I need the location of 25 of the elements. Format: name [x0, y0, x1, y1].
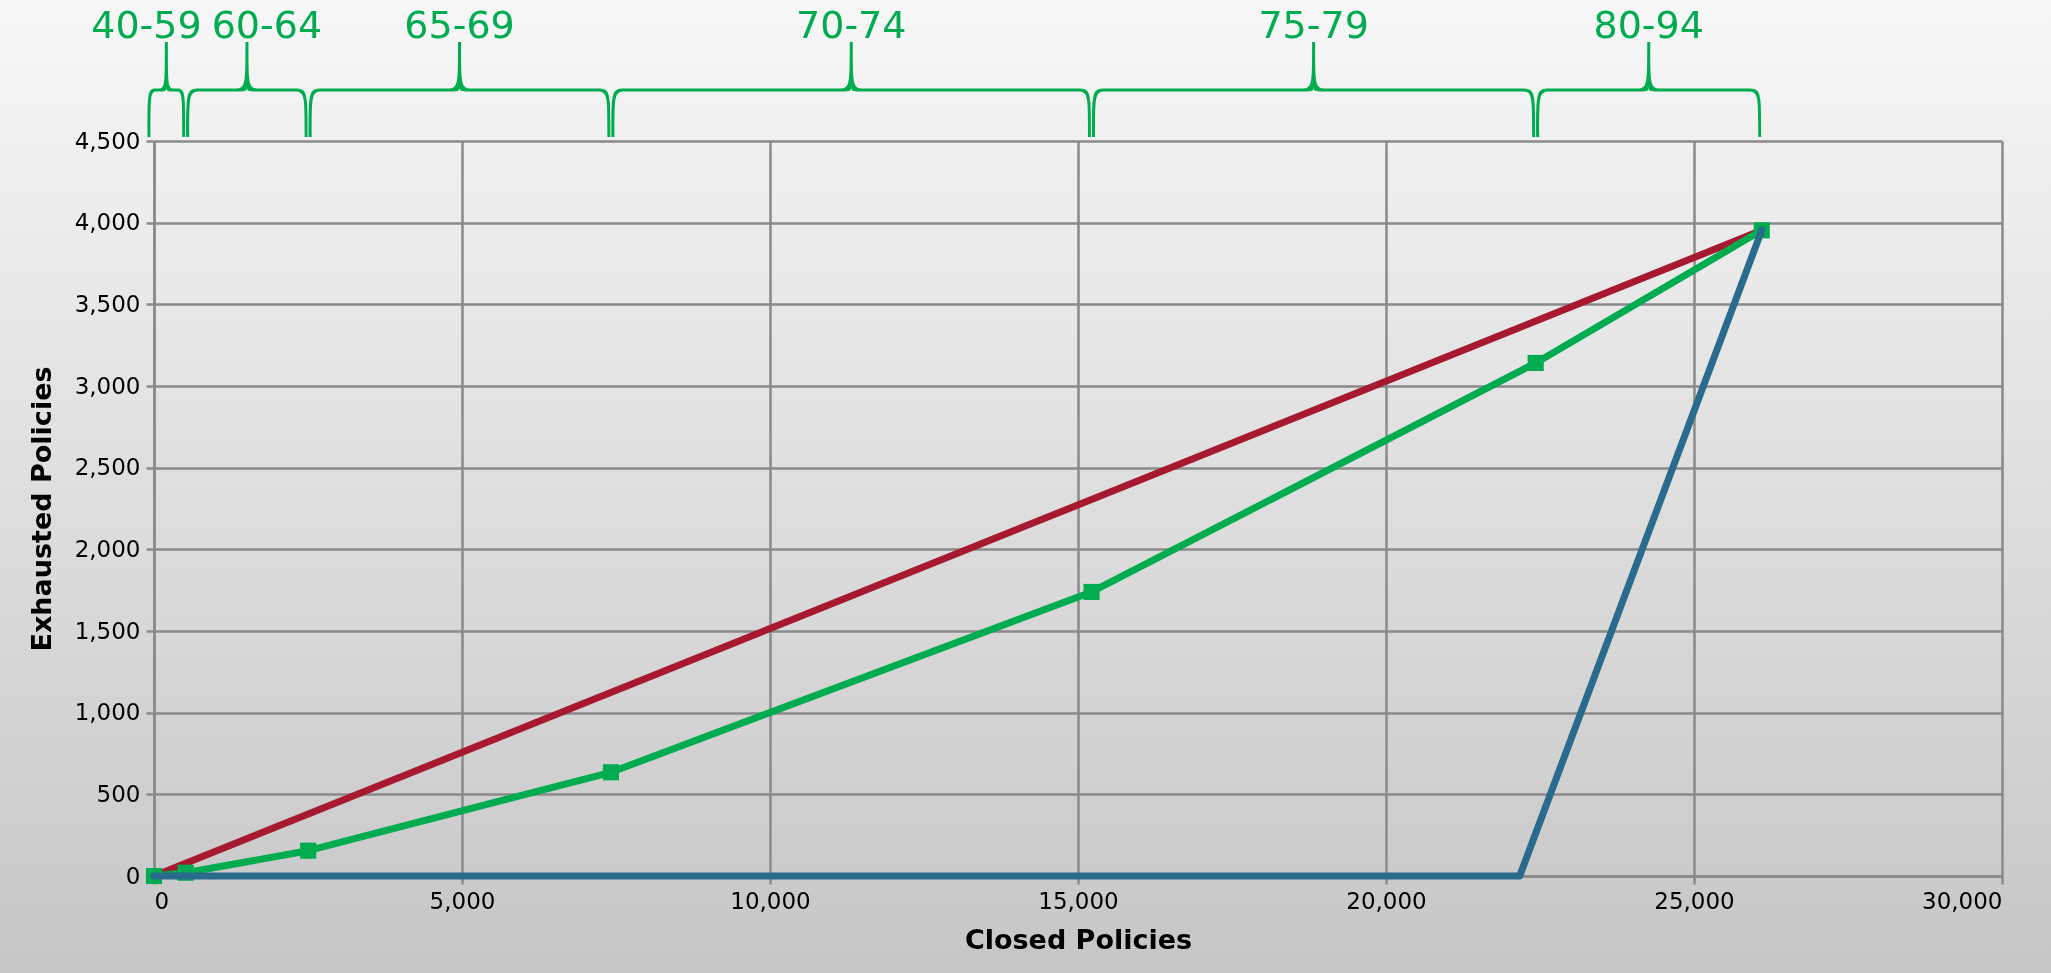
y-tick-label: 4,500 [74, 127, 141, 154]
y-tick-label: 1,000 [74, 699, 141, 726]
y-tick-label: 2,000 [74, 535, 141, 562]
x-tick-label: 5,000 [429, 887, 496, 914]
x-axis-title: Closed Policies [964, 923, 1193, 955]
y-tick-label: 3,500 [74, 290, 141, 317]
text: 80-94 [1593, 3, 1704, 47]
x-tick-label: 25,000 [1654, 887, 1735, 914]
text: 60-64 [211, 3, 323, 47]
y-tick-label: 4,000 [74, 209, 141, 236]
x-tick-label: 30,000 [1922, 887, 2003, 914]
text: 40-59 [91, 3, 202, 47]
x-tick-label: 20,000 [1346, 887, 1427, 914]
x-tick-label: 15,000 [1038, 887, 1119, 914]
y-tick-label: 500 [96, 780, 141, 807]
y-axis-title: Exhausted Policies [25, 366, 57, 652]
text: 65-69 [404, 3, 515, 47]
y-tick-label: 0 [125, 862, 141, 889]
y-tick-label: 1,500 [74, 617, 141, 644]
y-tick-label: 3,000 [74, 372, 141, 399]
text: 70-74 [796, 3, 907, 47]
y-tick-label: 2,500 [74, 454, 141, 481]
text: 75-79 [1258, 3, 1369, 47]
x-tick-label: 0 [154, 887, 170, 914]
x-tick-label: 10,000 [730, 887, 811, 914]
